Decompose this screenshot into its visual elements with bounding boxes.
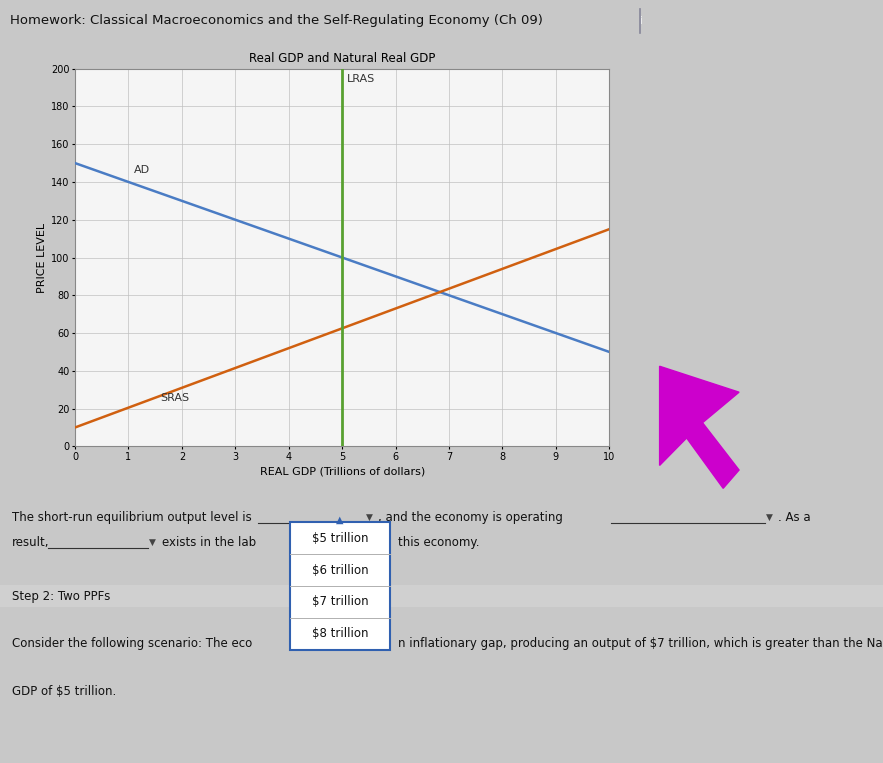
Text: n inflationary gap, producing an output of $7 trillion, which is greater than th: n inflationary gap, producing an output … bbox=[398, 637, 883, 650]
Text: AD: AD bbox=[134, 165, 150, 175]
Text: , and the economy is operating: , and the economy is operating bbox=[378, 510, 562, 524]
Text: $8 trillion: $8 trillion bbox=[312, 627, 368, 640]
X-axis label: REAL GDP (Trillions of dollars): REAL GDP (Trillions of dollars) bbox=[260, 466, 425, 476]
Text: $6 trillion: $6 trillion bbox=[312, 564, 368, 577]
Text: Homework: Classical Macroeconomics and the Self-Regulating Economy (Ch 09): Homework: Classical Macroeconomics and t… bbox=[10, 14, 543, 27]
Text: ▼: ▼ bbox=[366, 513, 373, 522]
Text: ▲: ▲ bbox=[336, 514, 343, 524]
Title: Real GDP and Natural Real GDP: Real GDP and Natural Real GDP bbox=[249, 52, 435, 65]
FancyBboxPatch shape bbox=[0, 585, 883, 607]
Text: SRAS: SRAS bbox=[161, 393, 190, 403]
Text: ▼: ▼ bbox=[766, 513, 773, 522]
Text: exists in the lab: exists in the lab bbox=[162, 536, 256, 549]
Text: result,: result, bbox=[12, 536, 49, 549]
Text: The short-run equilibrium output level is: The short-run equilibrium output level i… bbox=[12, 510, 252, 524]
Text: $7 trillion: $7 trillion bbox=[312, 595, 368, 608]
Text: ▼: ▼ bbox=[149, 538, 156, 547]
Polygon shape bbox=[660, 366, 739, 488]
Text: LRAS: LRAS bbox=[346, 74, 374, 84]
Text: this economy.: this economy. bbox=[398, 536, 479, 549]
Text: . As a: . As a bbox=[778, 510, 811, 524]
Text: Step 2: Two PPFs: Step 2: Two PPFs bbox=[12, 591, 110, 604]
Y-axis label: PRICE LEVEL: PRICE LEVEL bbox=[37, 223, 47, 292]
FancyBboxPatch shape bbox=[290, 523, 390, 649]
Text: Consider the following scenario: The eco: Consider the following scenario: The eco bbox=[12, 637, 253, 650]
Text: GDP of $5 trillion.: GDP of $5 trillion. bbox=[12, 685, 117, 698]
Text: i: i bbox=[638, 16, 642, 26]
Text: $5 trillion: $5 trillion bbox=[312, 532, 368, 545]
